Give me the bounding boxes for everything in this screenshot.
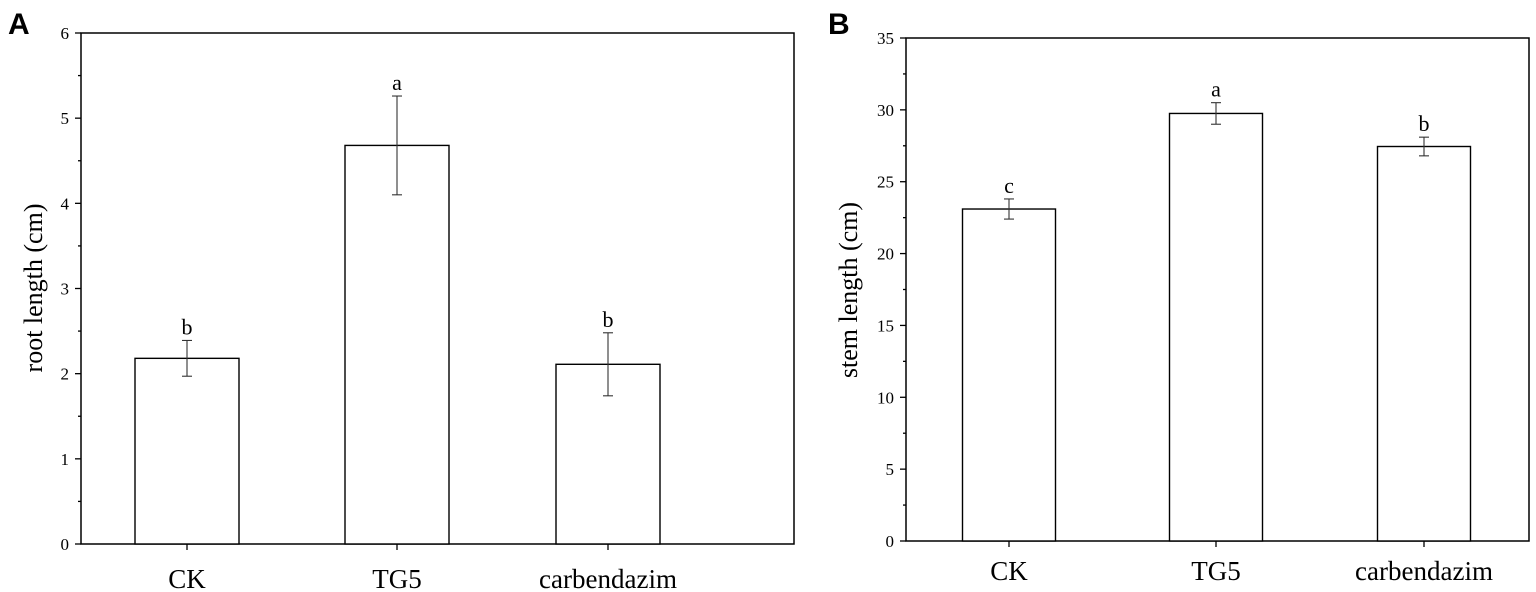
panel-a-x-tick-label: CK [168,564,206,592]
panel-a-y-tick-label: 6 [61,24,70,43]
panel-b-bar-tg5 [1168,112,1264,542]
panel-b-x-tick-label: carbendazim [1355,556,1493,586]
panel-b-letter: B [828,8,850,41]
panel-b-x-tick-label: TG5 [1191,556,1241,586]
panel-a-marks: 0 1 2 3 4 5 6 b CK a TG5 b carbendazim [61,24,677,592]
panel-b-y-tick-label: 0 [886,532,895,551]
panel-a-y-tick-label: 0 [61,535,70,554]
panel-a-bar-ck [134,357,240,545]
panel-a-significance-label: b [603,307,614,332]
panel-b-x-tick-label: CK [990,556,1028,586]
panel-a-bar-chart: A root length (cm) 0 1 2 3 4 5 6 b CK a TG5 b carben… [8,8,795,592]
panel-b-y-tick-label: 30 [877,101,894,120]
panel-b-y-tick-label: 25 [877,173,894,192]
panel-a-bar-tg5 [344,144,450,545]
panel-b-significance-label: a [1211,77,1221,102]
panel-a-y-tick-label: 1 [61,450,70,469]
panel-b-bar-ck [961,208,1057,542]
panel-b-y-tick-label: 15 [877,316,894,335]
panel-a-y-tick-label: 4 [61,194,70,213]
panel-b-y-tick-label: 5 [886,460,895,479]
panel-a-y-tick-label: 2 [61,365,70,384]
panel-a-y-tick-label: 3 [61,280,70,299]
panel-b-y-axis-title: stem length (cm) [834,202,863,378]
panel-a-y-tick-label: 5 [61,109,70,128]
panel-b-bar-chart: B stem length (cm) 0 5 10 15 20 25 30 35 c CK a TG5… [828,8,1530,586]
panel-b-marks: 0 5 10 15 20 25 30 35 c CK a TG5 b carbendazim [877,29,1493,586]
panel-a-y-axis-title: root length (cm) [19,204,48,373]
panel-b-y-tick-label: 10 [877,388,894,407]
panel-a-x-tick-label: TG5 [372,564,422,592]
panel-b-bar-carbendazim [1376,145,1472,542]
panel-b-y-tick-label: 35 [877,29,894,48]
panel-a-significance-label: b [182,314,193,339]
panel-a-letter: A [8,8,30,41]
panel-a-significance-label: a [392,70,402,95]
panel-b-significance-label: c [1004,173,1014,198]
panel-b-y-tick-label: 20 [877,245,894,264]
panel-b-significance-label: b [1419,111,1430,136]
panel-a-x-tick-label: carbendazim [539,564,677,592]
